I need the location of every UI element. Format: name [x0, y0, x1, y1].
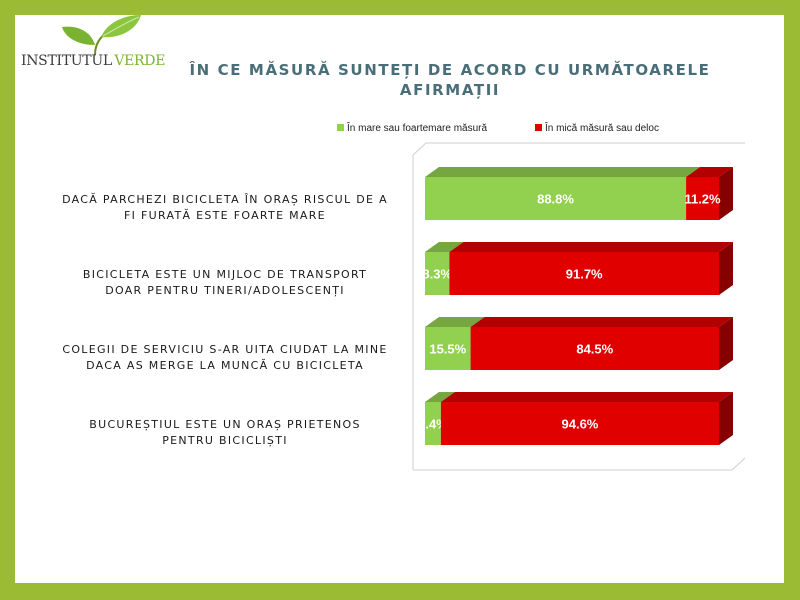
data-label: 94.6% [562, 417, 599, 432]
bar-segment [425, 252, 450, 295]
data-label: 88.8% [537, 192, 574, 207]
category-label: BUCUREȘTIUL ESTE UN ORAȘ PRIETENOS PENTRU… [89, 418, 361, 447]
axis-line [731, 457, 746, 471]
bar-segment [440, 402, 719, 445]
bar-series-group: 88.8% 11.2% 8.3% 91.7% 15.5% 84.5% 5.4% 94.6% [418, 167, 733, 445]
category-label: DACĂ PARCHEZI BICICLETA ÎN ORAȘ RISCUL D… [62, 193, 388, 222]
bar-top-face [440, 392, 733, 402]
bar-side-face [719, 392, 733, 445]
bar-side-face [719, 242, 733, 295]
legend-item-agree: În mare sau foartemare măsură [337, 123, 487, 134]
bar-top-face [425, 167, 701, 177]
axis-line [412, 142, 427, 156]
logo-word-institutul: INSTITUTUL [21, 53, 112, 69]
bar-segment [425, 402, 441, 445]
bar-top-face [449, 242, 733, 252]
bar-top-face [425, 317, 485, 327]
bar-top-face [425, 392, 455, 402]
legend-item-disagree: În mică măsură sau deloc [535, 123, 659, 134]
data-label: 11.2% [684, 192, 721, 207]
logo-text: INSTITUTUL VERDE [21, 53, 165, 69]
data-label: 8.3% [422, 267, 452, 282]
bar-segment [686, 177, 719, 220]
category-label: COLEGII DE SERVICIU S-AR UITA CIUDAT LA … [62, 343, 388, 372]
data-label: 84.5% [576, 342, 613, 357]
data-label: 15.5% [429, 342, 466, 357]
bar-segment [470, 327, 719, 370]
chart-title: ÎN CE MĂSURĂ SUNTEȚI DE ACORD CU URMĂTOA… [189, 61, 711, 99]
legend-swatch-green [337, 124, 344, 131]
bar-segment [425, 177, 687, 220]
institutul-verde-logo: INSTITUTUL VERDE [17, 15, 165, 85]
chart-plot: 88.8% 11.2% 8.3% 91.7% 15.5% 84.5% 5.4% 94.6% [412, 142, 746, 471]
bar-top-face [686, 167, 733, 177]
bar-segment [449, 252, 719, 295]
category-label: BICICLETA ESTE UN MIJLOC DE TRANSPORT DOA… [82, 268, 368, 297]
legend-label-disagree: În mică măsură sau deloc [545, 123, 659, 134]
bar-side-face [719, 317, 733, 370]
legend-label-agree: În mare sau foartemare măsură [347, 123, 488, 134]
bar-segment [425, 327, 471, 370]
leaf-icon [62, 15, 141, 56]
bar-top-face [470, 317, 733, 327]
bar-side-face [719, 167, 733, 220]
plot-walls [412, 142, 746, 471]
bar-top-face [425, 242, 464, 252]
logo-word-verde: VERDE [114, 53, 166, 69]
slide: INSTITUTUL VERDE ÎN CE MĂSURĂ SUNTEȚI DE… [15, 15, 784, 583]
data-label: 91.7% [566, 267, 603, 282]
legend-swatch-red [535, 124, 542, 131]
data-label: 5.4% [418, 417, 448, 432]
